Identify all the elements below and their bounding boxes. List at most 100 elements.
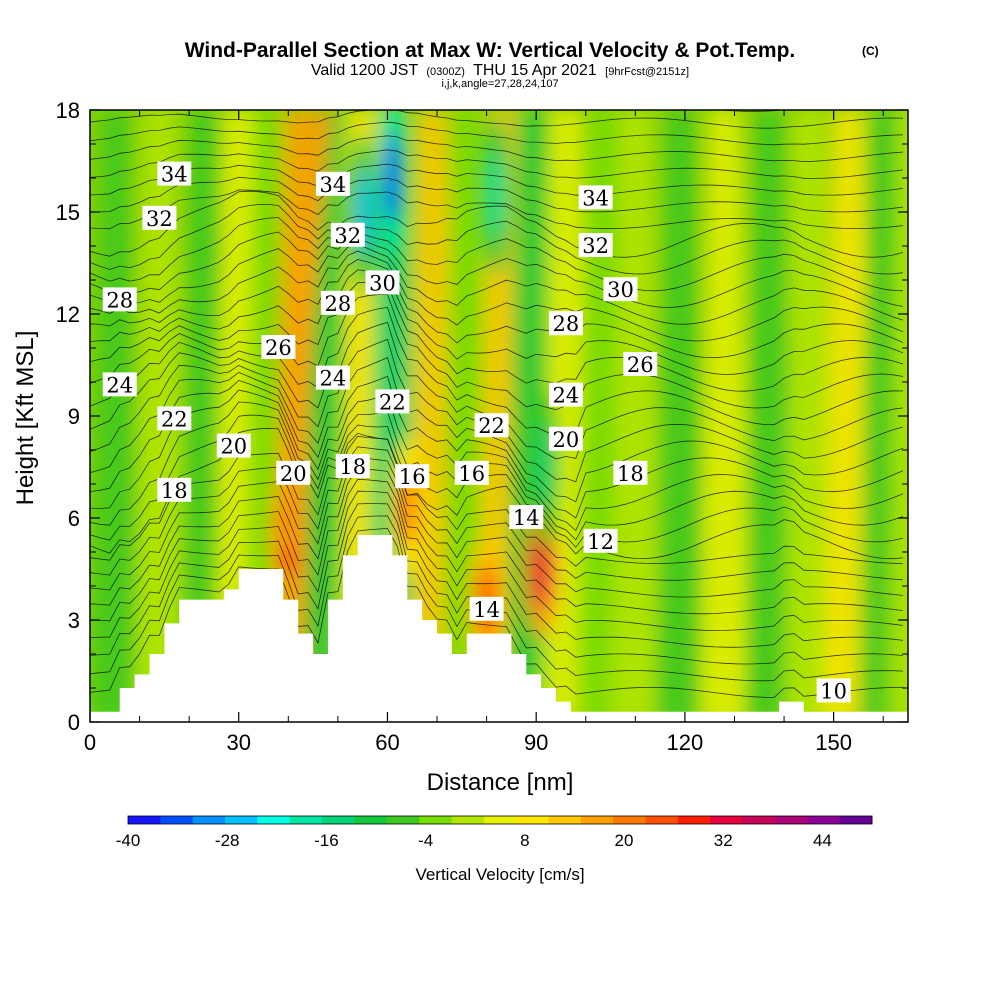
- colorbar-tick-label: 32: [714, 831, 733, 850]
- theta-label-text: 30: [607, 278, 634, 302]
- theta-label-box: [335, 454, 370, 478]
- plot-area: [90, 110, 908, 722]
- theta-label-text: 28: [106, 288, 133, 312]
- theta-line: [90, 490, 904, 648]
- y-tick-label: 18: [56, 98, 80, 123]
- theta-label-box: [469, 596, 504, 621]
- colorbar-swatch: [289, 816, 323, 824]
- colorbar-swatch: [257, 816, 291, 824]
- theta-line: [509, 110, 786, 112]
- theta-label: 22: [375, 389, 410, 414]
- colorbar-tick-label: -16: [314, 831, 339, 850]
- theta-label-box: [613, 460, 648, 485]
- theta-label: 18: [613, 460, 648, 486]
- colorbar-swatch: [386, 816, 420, 824]
- theta-label-box: [395, 464, 430, 489]
- theta-line: [90, 456, 904, 598]
- forecast-info: [9hrFcst@2151z]: [605, 66, 689, 78]
- field-band: [744, 110, 795, 722]
- theta-label-text: 18: [339, 455, 366, 479]
- theta-label-box: [157, 477, 192, 502]
- theta-label: 26: [261, 335, 296, 360]
- colorbar-swatch: [774, 816, 808, 824]
- colorbar-tick-label: 8: [520, 831, 529, 850]
- y-axis-label: Height [Kft MSL]: [12, 331, 39, 506]
- theta-line: [90, 281, 904, 392]
- colorbar-swatch: [225, 816, 258, 824]
- theta-line: [90, 528, 904, 698]
- colorbar-tick-label: -28: [215, 831, 240, 850]
- theta-label-box: [102, 287, 137, 312]
- theta-label-text: 26: [627, 353, 654, 377]
- theta-label-box: [315, 171, 350, 196]
- theta-label: 22: [157, 406, 192, 431]
- colorbar-tick-label: 44: [813, 831, 832, 850]
- x-axis-label: Distance [nm]: [427, 769, 574, 796]
- theta-label: 14: [509, 505, 544, 530]
- theta-label-text: 28: [553, 312, 580, 336]
- x-tick-label: 150: [815, 730, 852, 755]
- theta-label: 10: [816, 678, 851, 703]
- field-band: [699, 110, 750, 722]
- theta-label: 32: [330, 222, 365, 248]
- theta-label-box: [330, 222, 365, 247]
- field-band: [783, 110, 834, 722]
- theta-label: 32: [578, 233, 613, 258]
- theta-line: [90, 375, 904, 519]
- theta-label-box: [603, 277, 638, 302]
- theta-label: 34: [157, 161, 192, 187]
- theta-label: 20: [276, 460, 311, 486]
- theta-label-text: 32: [146, 207, 173, 231]
- x-tick-label: 120: [667, 730, 704, 755]
- theta-label-text: 20: [220, 435, 247, 459]
- colorbar-swatch: [645, 816, 679, 824]
- valid-line-text: Valid 1200 JST (0300Z) THU 15 Apr 2021 […: [311, 62, 689, 79]
- colorbar-swatch: [160, 816, 194, 824]
- colorbar-swatch: [839, 816, 873, 824]
- theta-label-text: 16: [458, 462, 485, 486]
- theta-label: 24: [315, 365, 350, 391]
- theta-line: [90, 121, 904, 146]
- theta-label-box: [276, 460, 311, 485]
- theta-label: 22: [474, 413, 509, 438]
- theta-line: [90, 389, 904, 532]
- theta-label-box: [474, 413, 509, 438]
- theta-line: [90, 306, 904, 436]
- theta-label: 18: [157, 477, 192, 503]
- theta-label-box: [365, 270, 400, 295]
- theta-label: 14: [469, 596, 504, 622]
- theta-label-box: [583, 528, 618, 553]
- theta-label: 16: [395, 464, 430, 489]
- theta-label-box: [816, 678, 851, 703]
- theta-label: 18: [335, 454, 370, 479]
- valid-line: Valid 1200 JST (0300Z) THU 15 Apr 2021 […: [311, 62, 689, 79]
- theta-label: 24: [102, 372, 137, 397]
- valid-prefix: Valid 1200 JST: [311, 62, 419, 79]
- theta-line: [90, 231, 904, 308]
- field-band: [90, 110, 140, 722]
- theta-label-text: 18: [617, 462, 644, 486]
- theta-label: 20: [216, 433, 251, 459]
- colorbar-tick-label: 20: [615, 831, 634, 850]
- y-tick-label: 0: [68, 710, 80, 735]
- theta-line: [90, 217, 904, 292]
- theta-line: [90, 204, 904, 275]
- x-tick-label: 0: [84, 730, 96, 755]
- theta-label-text: 20: [280, 462, 307, 486]
- theta-label-text: 24: [553, 384, 580, 408]
- theta-label: 30: [603, 277, 638, 302]
- colorbar-swatch: [613, 816, 647, 824]
- theta-label: 26: [623, 352, 658, 377]
- colorbar-swatch: [807, 816, 841, 824]
- theta-line: [90, 269, 904, 375]
- field-band: [610, 110, 661, 722]
- tilted-updraft: [278, 110, 333, 552]
- theta-label: 28: [320, 290, 355, 316]
- theta-label-box: [216, 433, 251, 458]
- theta-line: [90, 163, 904, 196]
- colorbar-swatch: [128, 816, 161, 824]
- theta-label-text: 12: [587, 530, 614, 554]
- theta-line: [90, 446, 904, 581]
- y-axis: 0 3 6 9 12 15 18: [56, 98, 908, 735]
- theta-label-box: [548, 426, 583, 451]
